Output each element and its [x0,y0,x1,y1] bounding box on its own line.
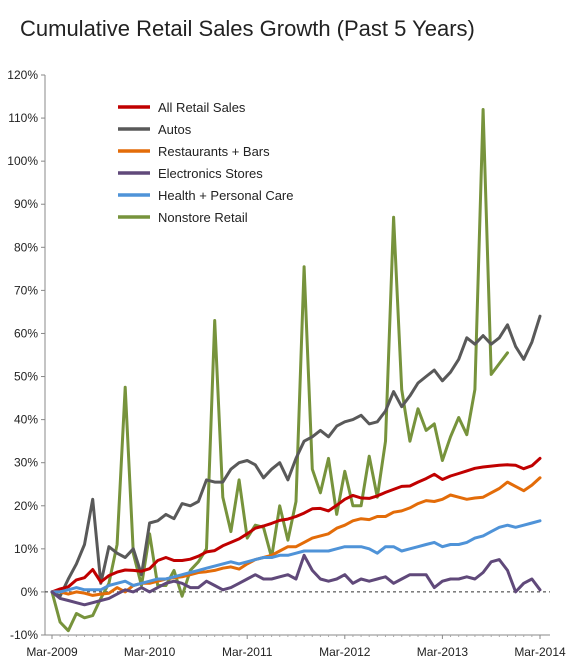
y-tick-label: 20% [14,499,38,513]
legend-label: All Retail Sales [158,100,246,115]
y-tick-label: 60% [14,326,38,340]
series-line-health-personal-care [50,519,542,594]
legend-label: Nonstore Retail [158,210,248,225]
y-tick-label: 30% [14,456,38,470]
legend-label: Autos [158,122,192,137]
chart-title: Cumulative Retail Sales Growth (Past 5 Y… [20,16,475,41]
y-tick-label: 0% [21,585,39,599]
legend-label: Electronics Stores [158,166,263,181]
y-tick-label: 80% [14,240,38,254]
axes: -10% 0% 10% 20% 30% 40% 50% 60% 70% 80% 90% 100% 110… [7,68,566,659]
y-tick-label: -10% [10,628,38,642]
x-tick-label: Mar-2010 [124,645,176,659]
y-tick-label: 110% [8,111,38,125]
y-tick-label: 50% [14,370,38,384]
series-line-nonstore-retail [50,108,509,633]
legend-label: Restaurants + Bars [158,144,270,159]
legend: All Retail Sales Autos Restaurants + Bars E… [118,100,294,225]
series-line-electronics-stores [50,553,542,607]
y-tick-label: 90% [14,197,38,211]
y-tick-label: 10% [14,542,38,556]
series-line-autos [50,314,542,598]
y-tick-label: 100% [7,154,38,168]
x-tick-label: Mar-2011 [222,645,273,659]
x-tick-label: Mar-2009 [26,645,78,659]
y-tick-label: 120% [7,68,38,82]
x-tick-label: Mar-2012 [319,645,371,659]
legend-label: Health + Personal Care [158,188,294,203]
series-line-all-retail-sales [50,456,542,594]
y-tick-label: 70% [14,283,38,297]
y-tick-label: 40% [14,413,38,427]
series-layer [50,108,542,633]
x-tick-label: Mar-2014 [514,645,566,659]
x-tick-label: Mar-2013 [417,645,469,659]
